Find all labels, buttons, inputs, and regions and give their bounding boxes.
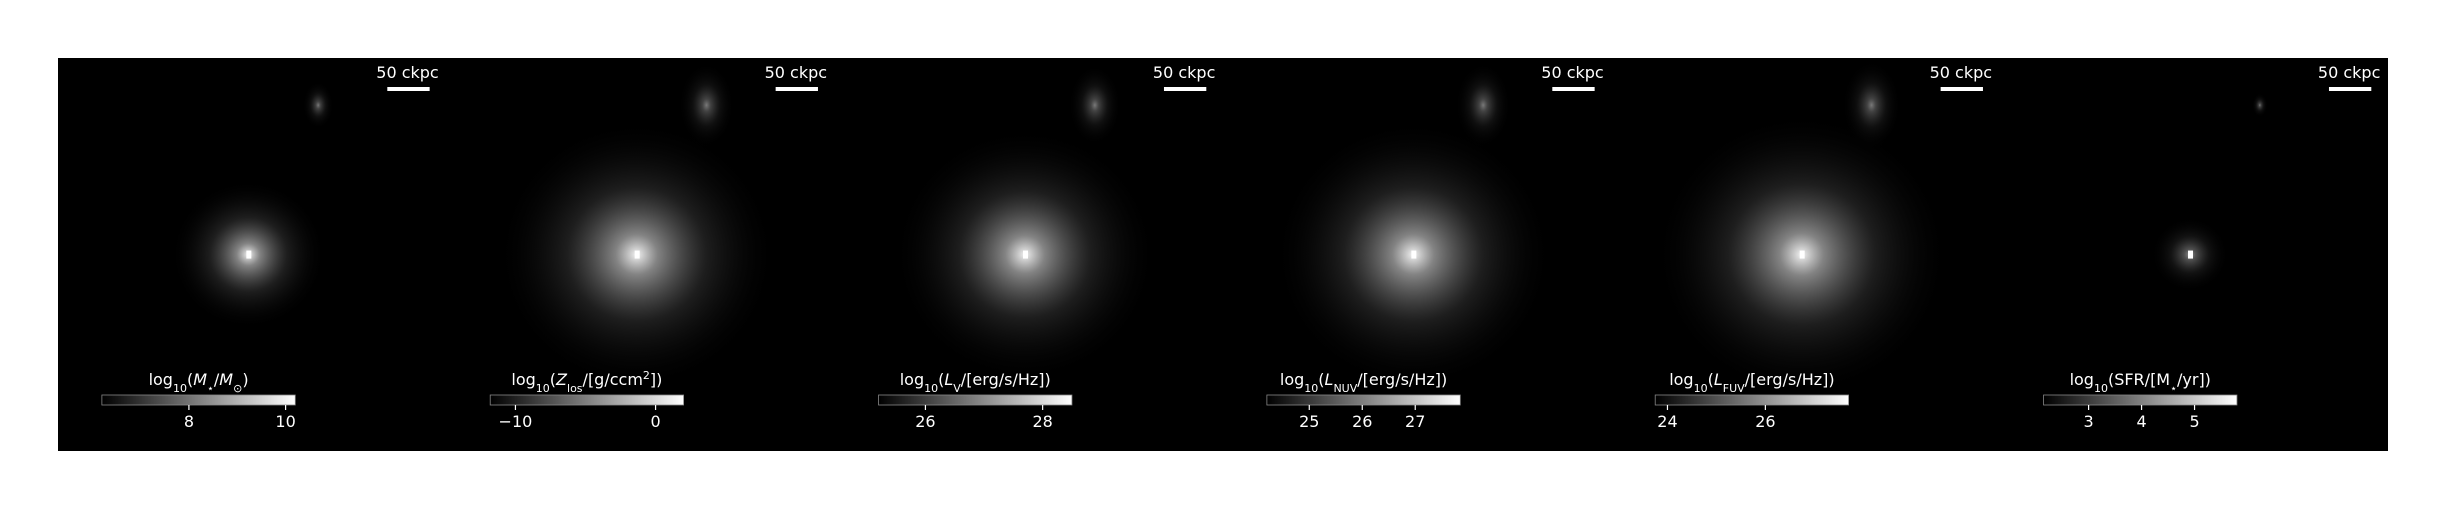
colorbar-label: log10(LFUV/[erg/s/Hz]) bbox=[1669, 370, 1834, 395]
colorbar-label-part: ( bbox=[187, 370, 193, 389]
map-glow bbox=[678, 62, 735, 148]
colorbar-label-part: M bbox=[219, 370, 233, 389]
scale-bar-label: 50 ckpc bbox=[1541, 63, 1603, 82]
colorbar-label-part: log bbox=[1280, 370, 1304, 389]
colorbar-label-part: 10 bbox=[173, 382, 187, 395]
colorbar-tick-label: 4 bbox=[2136, 412, 2146, 431]
colorbar-label-part: FUV bbox=[1723, 382, 1745, 395]
colorbar-label-part: /[g/ccm bbox=[583, 370, 643, 389]
scale-bar-label: 50 ckpc bbox=[376, 63, 438, 82]
colorbar bbox=[101, 394, 296, 406]
colorbar-tick-label: 26 bbox=[1755, 412, 1775, 431]
map-glow bbox=[302, 81, 334, 129]
colorbar-label-part: 10 bbox=[2094, 382, 2108, 395]
colorbar-tick-label: 28 bbox=[1032, 412, 1052, 431]
colorbar-label-part: / bbox=[214, 370, 220, 389]
map-core bbox=[1023, 250, 1029, 259]
colorbar-label-part: /yr]) bbox=[2177, 370, 2211, 389]
colorbar-label: log10(LNUV/[erg/s/Hz]) bbox=[1280, 370, 1447, 395]
colorbar-tick-label: 8 bbox=[184, 412, 194, 431]
colorbar-label-part: ⋆ bbox=[207, 382, 214, 395]
colorbar-label-part: Z bbox=[555, 370, 568, 389]
colorbar-label-part: L bbox=[1714, 370, 1723, 389]
colorbar-tick-label: −10 bbox=[499, 412, 533, 431]
colorbar-label-part: 10 bbox=[1304, 382, 1318, 395]
map-core bbox=[1411, 250, 1417, 259]
colorbar-label-part: ( bbox=[1708, 370, 1714, 389]
colorbar-label-part: log bbox=[511, 370, 535, 389]
colorbar-label-part: los bbox=[567, 382, 583, 395]
colorbar-label-part: 10 bbox=[536, 382, 550, 395]
colorbar-tick-label: 27 bbox=[1405, 412, 1425, 431]
colorbar-label-part: /[erg/s/Hz]) bbox=[1357, 370, 1447, 389]
colorbar-label-part: log bbox=[149, 370, 173, 389]
colorbar-label-part: ( bbox=[1318, 370, 1324, 389]
colorbar bbox=[1654, 394, 1850, 406]
scale-bar-label: 50 ckpc bbox=[1153, 63, 1215, 82]
colorbar-label-part: /[erg/s/Hz]) bbox=[961, 370, 1051, 389]
colorbar-label-part: L bbox=[1325, 370, 1334, 389]
colorbar bbox=[1266, 394, 1461, 406]
colorbar-label-part: log bbox=[900, 370, 924, 389]
colorbar-label-part: /[erg/s/Hz]) bbox=[1745, 370, 1835, 389]
colorbar-label-part: (SFR/[M bbox=[2108, 370, 2170, 389]
colorbar-label-part: ( bbox=[938, 370, 944, 389]
colorbar-label: log10(SFR/[M⋆/yr]) bbox=[2070, 370, 2211, 395]
colorbar-label-part: 10 bbox=[1694, 382, 1708, 395]
colorbar-label: log10(M⋆/M⊙) bbox=[149, 370, 249, 395]
map-glow bbox=[2252, 93, 2268, 117]
colorbar-tick-label: 5 bbox=[2189, 412, 2199, 431]
map-core bbox=[2188, 250, 2194, 259]
colorbar-label-part: 2 bbox=[643, 369, 650, 382]
map-glow bbox=[1842, 60, 1902, 150]
map-core bbox=[1799, 250, 1805, 259]
colorbar-tick-label: 26 bbox=[915, 412, 935, 431]
colorbar-label-part: ( bbox=[550, 370, 556, 389]
scale-bar-label: 50 ckpc bbox=[2318, 63, 2380, 82]
colorbar-label-part: NUV bbox=[1333, 382, 1357, 395]
colorbar-label-part: V bbox=[953, 382, 961, 395]
map-core bbox=[634, 250, 640, 259]
colorbar-tick-label: 25 bbox=[1299, 412, 1319, 431]
colorbar-tick-label: 3 bbox=[2083, 412, 2093, 431]
colorbar-tick-label: 24 bbox=[1657, 412, 1677, 431]
colorbar-label-part: M bbox=[193, 370, 207, 389]
colorbar-label: log10(Zlos/[g/ccm2]) bbox=[511, 369, 662, 395]
colorbar-tick-label: 26 bbox=[1352, 412, 1372, 431]
colorbar-label-part: L bbox=[944, 370, 953, 389]
image-background bbox=[58, 58, 2388, 451]
scale-bar-label: 50 ckpc bbox=[765, 63, 827, 82]
colorbar-label-part: 10 bbox=[924, 382, 938, 395]
scale-bar-label: 50 ckpc bbox=[1930, 63, 1992, 82]
colorbar bbox=[2043, 394, 2238, 406]
colorbar-label: log10(LV/[erg/s/Hz]) bbox=[900, 370, 1051, 395]
colorbar-label-part: ⋆ bbox=[2170, 382, 2177, 395]
colorbar-tick-label: 0 bbox=[650, 412, 660, 431]
colorbar-label-part: ]) bbox=[650, 370, 662, 389]
colorbar bbox=[878, 394, 1073, 406]
colorbar-label-part: ) bbox=[242, 370, 248, 389]
map-glow bbox=[1068, 65, 1122, 146]
colorbar bbox=[489, 394, 685, 406]
colorbar-label-part: log bbox=[2070, 370, 2094, 389]
map-core bbox=[246, 250, 252, 259]
colorbar-label-part: log bbox=[1669, 370, 1693, 389]
colorbar-tick-label: 10 bbox=[275, 412, 295, 431]
map-glow bbox=[1455, 62, 1512, 148]
colorbar-label-part: ⊙ bbox=[233, 382, 242, 395]
